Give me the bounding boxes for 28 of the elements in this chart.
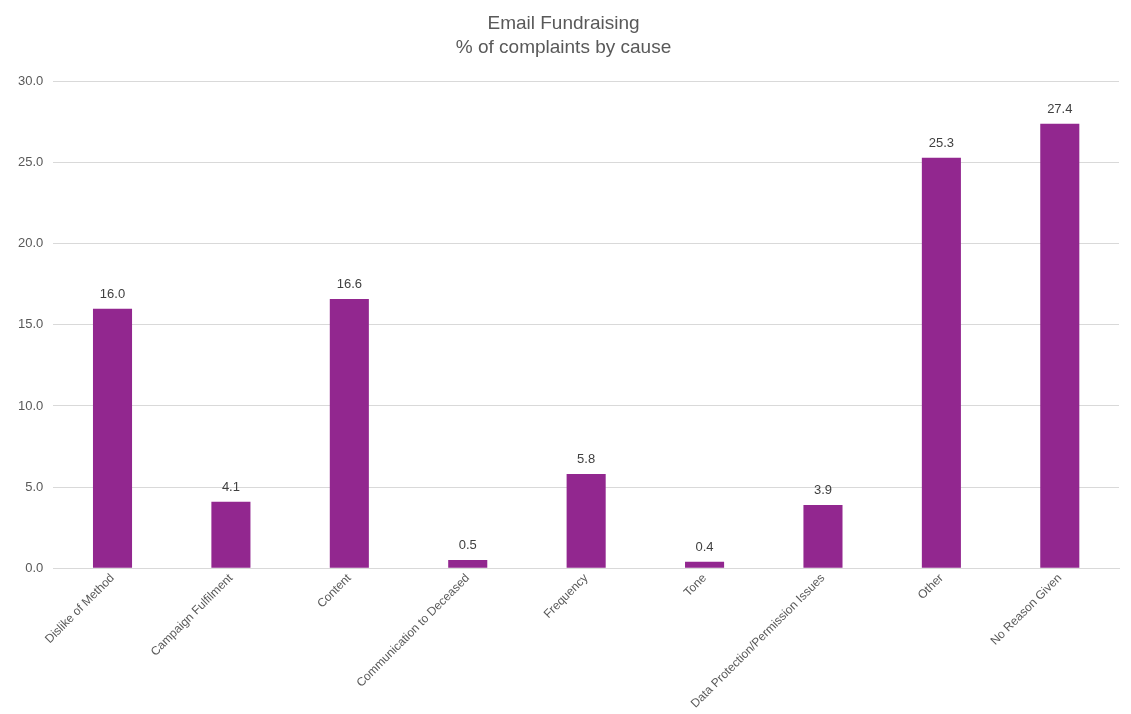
- y-tick-label: 0.0: [25, 559, 44, 575]
- bar: [329, 298, 369, 568]
- data-label: 0.4: [695, 538, 714, 554]
- y-tick-label: 15.0: [17, 316, 44, 332]
- data-label: 4.1: [221, 478, 240, 494]
- chart-subtitle: % of complaints by cause: [455, 36, 672, 58]
- data-label: 25.3: [928, 134, 955, 150]
- y-tick-label: 5.0: [25, 478, 44, 494]
- chart-title: Email Fundraising: [487, 11, 640, 33]
- bar: [1040, 123, 1080, 568]
- y-tick-label: 20.0: [17, 235, 44, 251]
- y-tick-label: 10.0: [17, 397, 44, 413]
- bar: [448, 560, 488, 568]
- data-label: 16.6: [336, 275, 362, 291]
- data-label: 0.5: [458, 537, 477, 553]
- data-label: 16.0: [99, 285, 126, 301]
- bar: [211, 501, 251, 568]
- data-label: 27.4: [1047, 100, 1073, 116]
- data-label: 5.8: [577, 451, 596, 467]
- y-tick-label: 25.0: [17, 154, 44, 170]
- bar: [921, 157, 961, 568]
- y-tick-label: 30.0: [17, 73, 44, 89]
- bar: [566, 474, 606, 568]
- data-label: 3.9: [813, 481, 833, 497]
- bar: [685, 561, 725, 568]
- x-tick-label: Tone: [680, 570, 710, 600]
- bar: [92, 308, 133, 568]
- bar: [803, 504, 843, 568]
